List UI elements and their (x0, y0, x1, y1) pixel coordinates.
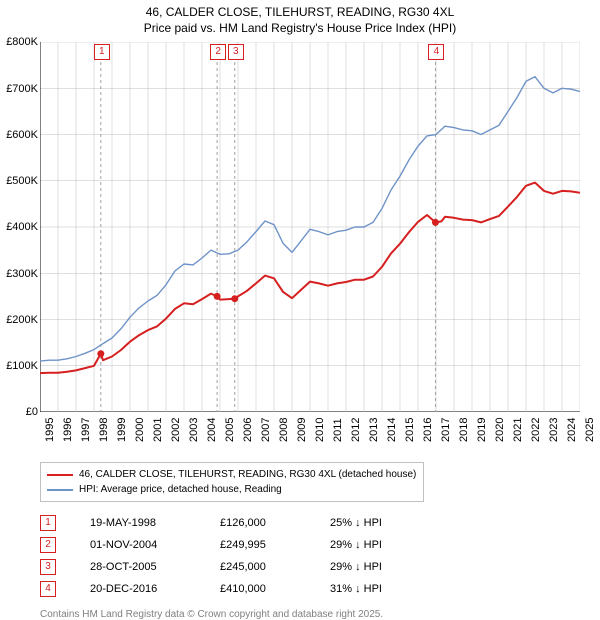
x-tick-label: 2024 (566, 418, 578, 442)
legend-row-subject: 46, CALDER CLOSE, TILEHURST, READING, RG… (47, 467, 417, 482)
x-tick-label: 2003 (188, 418, 200, 442)
chart-svg (40, 42, 580, 412)
x-tick-label: 2019 (476, 418, 488, 442)
x-tick-label: 2000 (134, 418, 146, 442)
x-tick-label: 2007 (260, 418, 272, 442)
sale-marker-1: 1 (94, 44, 110, 60)
table-row: 4 20-DEC-2016£410,00031% ↓ HPI (40, 578, 600, 600)
row-marker: 1 (40, 515, 56, 531)
x-tick-label: 1997 (80, 418, 92, 442)
legend-label-hpi: HPI: Average price, detached house, Read… (79, 482, 282, 497)
row-marker: 3 (40, 559, 56, 575)
legend-row-hpi: HPI: Average price, detached house, Read… (47, 482, 417, 497)
x-tick-label: 2018 (458, 418, 470, 442)
x-tick-label: 2001 (152, 418, 164, 442)
sale-marker-3: 3 (228, 44, 244, 60)
row-delta: 31% ↓ HPI (330, 583, 450, 595)
x-tick-label: 2015 (404, 418, 416, 442)
footer-line-1: Contains HM Land Registry data © Crown c… (40, 608, 600, 620)
x-tick-label: 1995 (44, 418, 56, 442)
x-tick-label: 2021 (512, 418, 524, 442)
row-delta: 29% ↓ HPI (330, 561, 450, 573)
legend-label-subject: 46, CALDER CLOSE, TILEHURST, READING, RG… (79, 467, 416, 482)
x-tick-label: 1999 (116, 418, 128, 442)
x-tick-label: 1998 (98, 418, 110, 442)
legend-swatch-subject (47, 474, 73, 476)
row-price: £245,000 (220, 561, 330, 573)
x-tick-label: 2020 (494, 418, 506, 442)
x-tick-label: 2009 (296, 418, 308, 442)
y-tick-label: £400K (0, 221, 38, 233)
row-price: £249,995 (220, 539, 330, 551)
row-date: 19-MAY-1998 (90, 517, 220, 529)
sales-table: 1 19-MAY-1998£126,00025% ↓ HPI 2 01-NOV-200… (40, 512, 600, 600)
x-tick-label: 2004 (206, 418, 218, 442)
y-tick-label: £200K (0, 314, 38, 326)
x-tick-label: 2016 (422, 418, 434, 442)
sale-marker-4: 4 (428, 44, 444, 60)
row-price: £410,000 (220, 583, 330, 595)
table-row: 3 28-OCT-2005£245,00029% ↓ HPI (40, 556, 600, 578)
sale-marker-2: 2 (210, 44, 226, 60)
row-marker: 4 (40, 581, 56, 597)
chart-area: £0£100K£200K£300K£400K£500K£600K£700K£80… (40, 42, 580, 412)
y-tick-label: £500K (0, 175, 38, 187)
y-tick-label: £100K (0, 360, 38, 372)
row-delta: 29% ↓ HPI (330, 539, 450, 551)
row-date: 28-OCT-2005 (90, 561, 220, 573)
row-date: 01-NOV-2004 (90, 539, 220, 551)
row-date: 20-DEC-2016 (90, 583, 220, 595)
chart-title: 46, CALDER CLOSE, TILEHURST, READING, RG… (0, 0, 600, 36)
row-marker: 2 (40, 537, 56, 553)
footer: Contains HM Land Registry data © Crown c… (40, 608, 600, 620)
x-tick-label: 1996 (62, 418, 74, 442)
legend-swatch-hpi (47, 489, 73, 491)
y-tick-label: £800K (0, 36, 38, 48)
table-row: 2 01-NOV-2004£249,99529% ↓ HPI (40, 534, 600, 556)
title-line-1: 46, CALDER CLOSE, TILEHURST, READING, RG… (0, 4, 600, 20)
x-tick-label: 2005 (224, 418, 236, 442)
x-tick-label: 2023 (548, 418, 560, 442)
row-price: £126,000 (220, 517, 330, 529)
x-tick-label: 2025 (584, 418, 596, 442)
x-tick-label: 2017 (440, 418, 452, 442)
legend: 46, CALDER CLOSE, TILEHURST, READING, RG… (40, 462, 424, 502)
title-line-2: Price paid vs. HM Land Registry's House … (0, 20, 600, 36)
y-tick-label: £700K (0, 83, 38, 95)
x-tick-label: 2010 (314, 418, 326, 442)
x-tick-label: 2006 (242, 418, 254, 442)
x-tick-label: 2002 (170, 418, 182, 442)
x-tick-label: 2022 (530, 418, 542, 442)
x-tick-label: 2014 (386, 418, 398, 442)
row-delta: 25% ↓ HPI (330, 517, 450, 529)
y-tick-label: £0 (0, 406, 38, 418)
y-tick-label: £600K (0, 129, 38, 141)
y-tick-label: £300K (0, 268, 38, 280)
x-tick-label: 2012 (350, 418, 362, 442)
x-tick-label: 2011 (332, 419, 344, 443)
table-row: 1 19-MAY-1998£126,00025% ↓ HPI (40, 512, 600, 534)
x-tick-label: 2008 (278, 418, 290, 442)
x-tick-label: 2013 (368, 418, 380, 442)
